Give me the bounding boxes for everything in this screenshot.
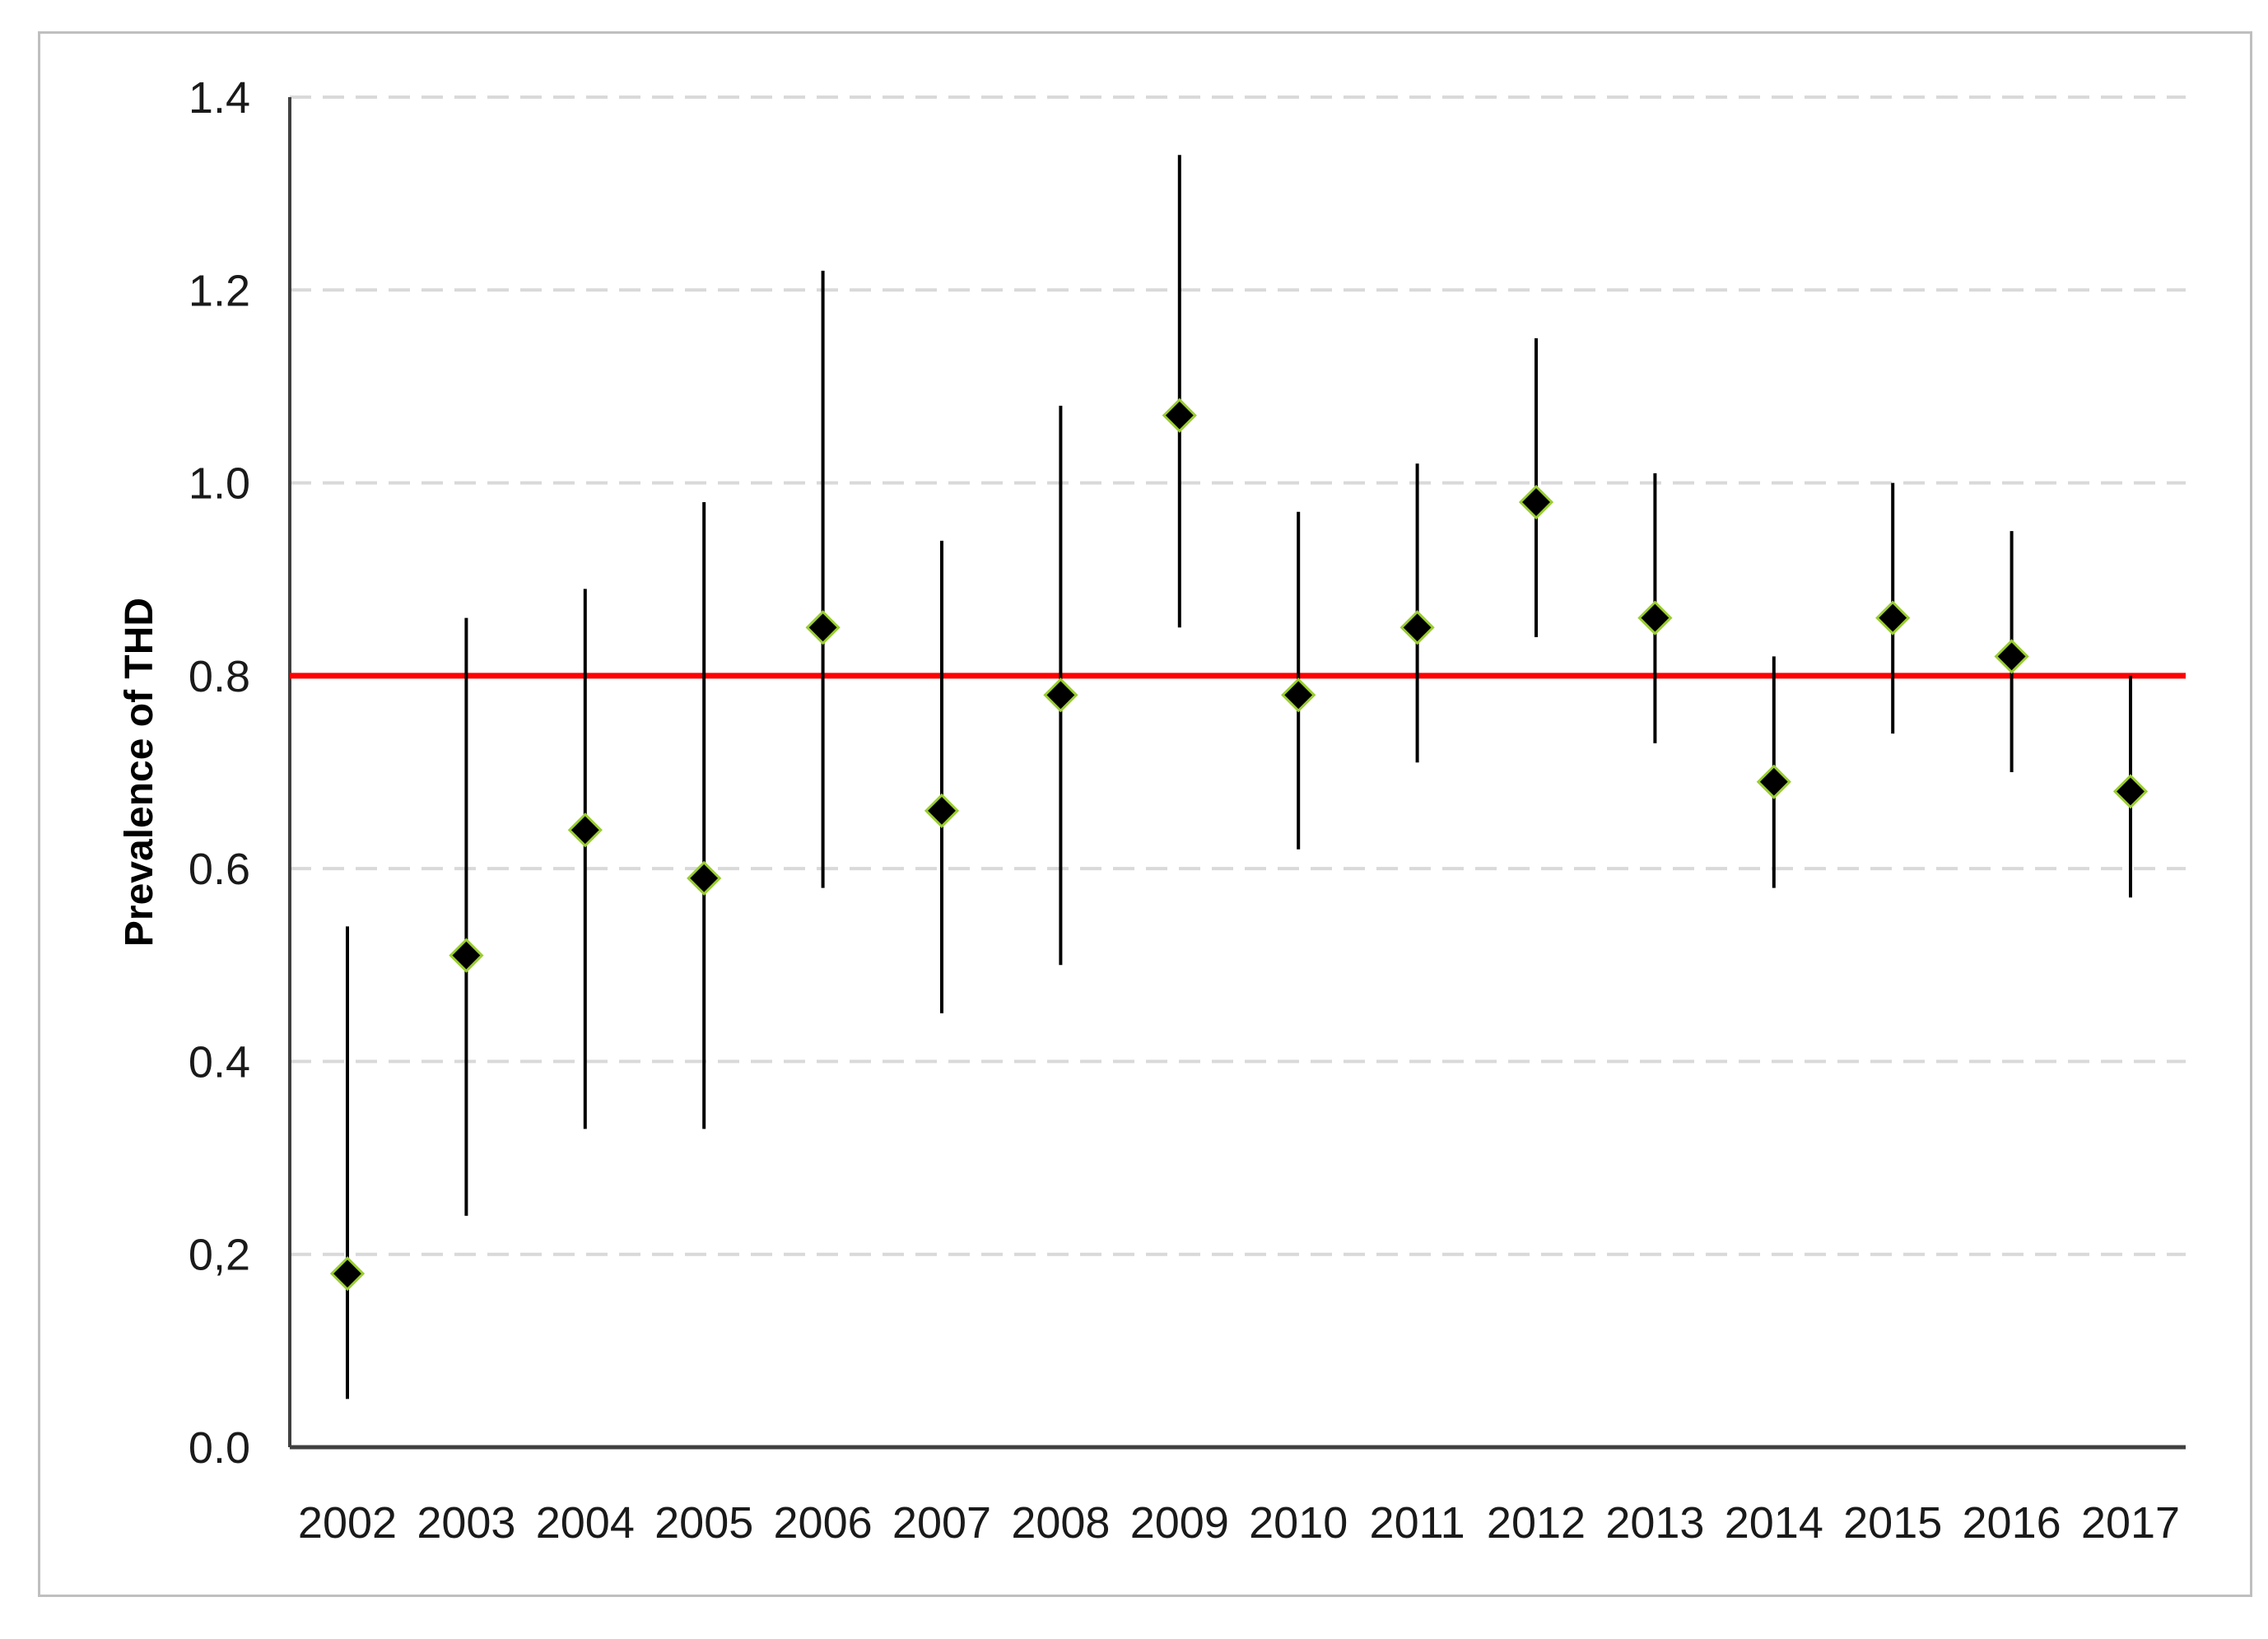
y-tick-label: 0.0 (189, 1423, 250, 1473)
y-tick-label: 1.2 (189, 266, 250, 315)
data-point (687, 860, 722, 896)
data-point (567, 813, 603, 848)
y-tick-label: 1.4 (189, 73, 250, 123)
x-tick-label: 2014 (1725, 1498, 1823, 1548)
error-bars (346, 155, 2132, 1399)
x-tick-label: 2017 (2081, 1498, 2180, 1548)
y-tick-label: 0.6 (189, 845, 250, 894)
data-point (2112, 774, 2149, 809)
data-point (805, 610, 841, 645)
tick-labels: 0.0 0,2 0.4 0.6 0.8 1.0 1.2 1.4 2002 2003 2004 2005… (189, 73, 2180, 1548)
x-tick-label: 2008 (1011, 1498, 1110, 1548)
y-tick-label: 0.8 (189, 652, 250, 701)
y-tick-label: 0,2 (189, 1231, 250, 1280)
data-point (1518, 484, 1554, 520)
x-tick-label: 2015 (1843, 1498, 1942, 1548)
x-tick-label: 2011 (1370, 1498, 1465, 1548)
data-point (924, 793, 960, 828)
x-tick-label: 2009 (1130, 1498, 1229, 1548)
data-point (1043, 677, 1078, 713)
data-point (1281, 677, 1316, 713)
x-tick-label: 2005 (654, 1498, 753, 1548)
x-tick-label: 2016 (1963, 1498, 2061, 1548)
x-tick-label: 2006 (774, 1498, 873, 1548)
x-tick-label: 2013 (1605, 1498, 1704, 1548)
y-tick-label: 0.4 (189, 1037, 250, 1087)
x-tick-label: 2003 (417, 1498, 515, 1548)
x-tick-label: 2007 (892, 1498, 991, 1548)
x-tick-label: 2004 (536, 1498, 635, 1548)
chart-frame (38, 31, 2252, 1597)
data-point (1994, 639, 2029, 674)
y-axis-title: Prevalence of THD (118, 598, 161, 947)
x-tick-label: 2002 (298, 1498, 397, 1548)
data-point (329, 1256, 366, 1292)
axes (288, 97, 2186, 1450)
data-point (1637, 600, 1673, 636)
x-tick-label: 2010 (1249, 1498, 1348, 1548)
data-point (1875, 600, 1911, 636)
data-point (1162, 398, 1197, 433)
data-point (1756, 764, 1791, 799)
data-point (449, 938, 484, 973)
x-tick-label: 2012 (1487, 1498, 1586, 1548)
data-point (1399, 610, 1435, 645)
data-markers (329, 398, 2149, 1292)
y-tick-label: 1.0 (189, 459, 250, 509)
